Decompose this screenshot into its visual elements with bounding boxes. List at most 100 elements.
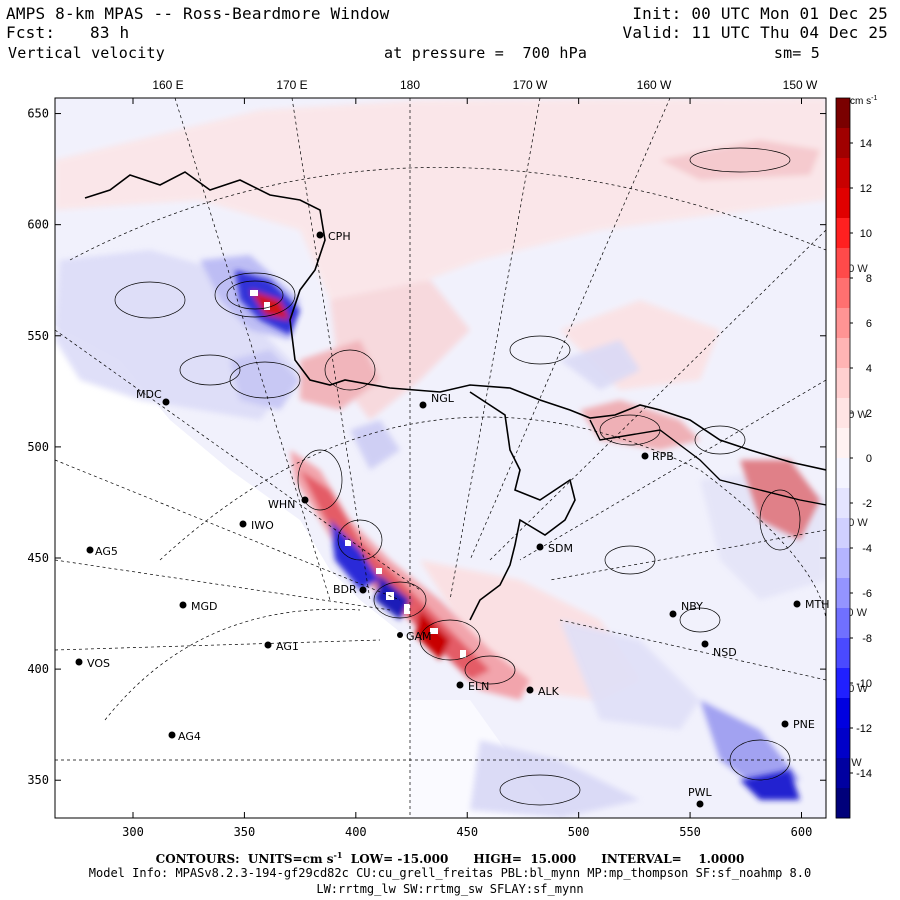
top-longitude-labels: 160 E 170 E 180 170 W 160 W 150 W — [152, 78, 818, 92]
colorbar-swatch — [836, 218, 850, 249]
station-mth: MTH — [793, 598, 829, 611]
svg-text:AG1: AG1 — [276, 640, 299, 653]
svg-text:ALK: ALK — [538, 685, 560, 698]
station-layer: CPH MDC NGL RPB WHN IWO AG5 SDM BDR MGD … — [75, 230, 829, 808]
colorbar-label: 6 — [866, 318, 872, 330]
colorbar-swatch — [836, 368, 850, 399]
y-tick-label: 500 — [27, 440, 49, 454]
ross-ice-shelf — [55, 325, 410, 818]
lon-label-180: 180 — [400, 78, 420, 92]
svg-text:MDC: MDC — [136, 388, 162, 401]
x-tick-label: 600 — [791, 825, 813, 839]
colorbar-swatch — [836, 308, 850, 339]
colorbar-swatch — [836, 458, 850, 489]
svg-text:SDM: SDM — [548, 542, 573, 555]
colorbar-swatch — [836, 158, 850, 189]
colorbar-label: 2 — [866, 408, 872, 420]
contour-info: CONTOURS: UNITS=cm s-1 LOW= -15.000 HIGH… — [155, 850, 745, 866]
station-eln: ELN — [456, 680, 489, 693]
variable-name: Vertical velocity — [8, 44, 165, 62]
svg-text:MGD: MGD — [191, 600, 218, 613]
y-tick-label: 600 — [27, 218, 49, 232]
svg-text:AG5: AG5 — [95, 545, 118, 558]
colorbar-swatch — [836, 248, 850, 279]
plot-area — [55, 98, 826, 818]
y-tick-label: 450 — [27, 551, 49, 565]
y-tick-label: 550 — [27, 329, 49, 343]
colorbar-swatch — [836, 608, 850, 639]
smoothing-value: sm= 5 — [773, 44, 820, 62]
colorbar-label: -4 — [862, 543, 872, 555]
station-ag1: AG1 — [264, 640, 299, 653]
colorbar-label: -2 — [862, 498, 872, 510]
colorbar-label: -10 — [856, 678, 872, 690]
colorbar-units: cm s-1 — [850, 95, 877, 107]
colorbar-swatch — [836, 128, 850, 159]
station-rpb: RPB — [641, 450, 674, 463]
colorbar-labels: 14 12 10 8 6 4 2 0 -2 -4 -6 -8 -10 -12 -14 — [850, 138, 872, 780]
colorbar-label: -14 — [856, 768, 872, 780]
svg-text:AG4: AG4 — [178, 730, 201, 743]
station-sdm: SDM — [536, 542, 573, 555]
svg-text:IWO: IWO — [251, 519, 274, 532]
station-pwl: PWL — [688, 786, 713, 808]
colorbar-label: 14 — [860, 138, 872, 150]
colorbar-swatch — [836, 548, 850, 579]
svg-text:PNE: PNE — [793, 718, 815, 731]
lon-label-150w: 150 W — [783, 78, 818, 92]
svg-text:CPH: CPH — [328, 230, 351, 243]
lon-label-170w: 170 W — [513, 78, 548, 92]
colorbar-swatch — [836, 578, 850, 609]
valid-time: Valid: 11 UTC Thu 04 Dec 25 — [622, 23, 888, 42]
colorbar-label: 8 — [866, 273, 872, 285]
svg-text:NGL: NGL — [431, 392, 455, 405]
map-title: AMPS 8-km MPAS -- Ross-Beardmore Window — [6, 4, 390, 23]
svg-text:NBY: NBY — [681, 600, 703, 613]
colorbar-swatch — [836, 98, 850, 129]
x-tick-label: 450 — [456, 825, 478, 839]
station-iwo: IWO — [239, 519, 274, 532]
pressure-level: at pressure = 700 hPa — [384, 44, 588, 62]
svg-text:ELN: ELN — [468, 680, 489, 693]
station-bdr: BDR — [333, 583, 367, 596]
colorbar-label: 10 — [860, 228, 872, 240]
init-time: Init: 00 UTC Mon 01 Dec 25 — [632, 4, 888, 23]
x-tick-label: 350 — [234, 825, 256, 839]
colorbar-swatch — [836, 338, 850, 369]
colorbar-swatch — [836, 278, 850, 309]
colorbar-label: -12 — [856, 723, 872, 735]
colorbar-swatch — [836, 488, 850, 519]
ross-ice-front — [469, 391, 576, 621]
forecast-hours: 83 h — [90, 23, 130, 42]
x-tick-label: 300 — [122, 825, 144, 839]
svg-text:WHN: WHN — [268, 498, 295, 511]
svg-text:RPB: RPB — [652, 450, 674, 463]
colorbar-swatch — [836, 428, 850, 459]
station-nby: NBY — [669, 600, 703, 618]
station-nsd: NSD — [701, 640, 737, 659]
y-tick-label: 400 — [27, 662, 49, 676]
colorbar-label: 0 — [866, 453, 872, 465]
colorbar-swatch — [836, 668, 850, 699]
station-vos: VOS — [75, 657, 110, 670]
y-tick-label: 650 — [27, 107, 49, 121]
colorbar-label: 12 — [860, 183, 872, 195]
station-mdc: MDC — [136, 388, 170, 406]
colorbar-swatch — [836, 788, 850, 819]
svg-text:PWL: PWL — [688, 786, 713, 799]
svg-text:MTH: MTH — [805, 598, 829, 611]
svg-text:BDR: BDR — [333, 583, 357, 596]
station-ag5: AG5 — [86, 545, 118, 558]
colorbar-label: -8 — [862, 633, 872, 645]
svg-text:GAM: GAM — [406, 630, 432, 643]
x-tick-label: 400 — [345, 825, 367, 839]
colorbar-swatch — [836, 758, 850, 789]
station-alk: ALK — [526, 685, 560, 698]
x-tick-label: 500 — [568, 825, 590, 839]
colorbar-swatch — [836, 518, 850, 549]
lon-label-160e: 160 E — [152, 78, 183, 92]
svg-text:NSD: NSD — [713, 646, 737, 659]
svg-text:VOS: VOS — [87, 657, 110, 670]
colorbar-label: 4 — [866, 363, 872, 375]
